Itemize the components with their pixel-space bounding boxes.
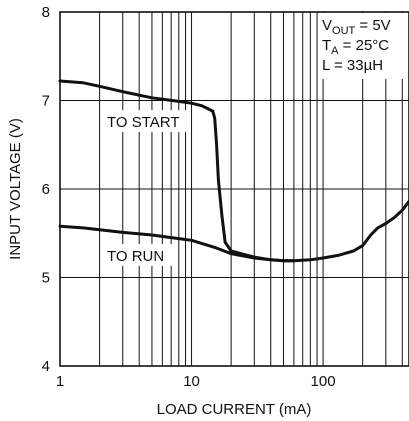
vout-sub: OUT — [332, 25, 356, 37]
y-axis-title: INPUT VOLTAGE (V) — [7, 118, 24, 260]
y-tick-label-5: 5 — [42, 270, 50, 287]
vout-note: VOUT = 5V — [322, 17, 391, 37]
ta-main: T — [322, 37, 331, 54]
tick-layer: 1 10 100 4 5 6 7 8 — [42, 4, 336, 390]
y-tick-label-6: 6 — [42, 181, 50, 198]
x-tick-label-10: 10 — [183, 373, 200, 390]
series-line-to-start — [58, 79, 296, 263]
to-run-label-bg — [104, 244, 172, 266]
y-tick-label-4: 4 — [42, 358, 50, 375]
curve-layer — [58, 79, 409, 263]
x-tick-label-100: 100 — [311, 373, 336, 390]
x-axis-title: LOAD CURRENT (mA) — [157, 401, 312, 418]
conditions-note-bg — [318, 13, 408, 79]
vout-main: V — [322, 17, 332, 34]
to-start-label: TO START — [107, 114, 180, 131]
ta-sub: A — [331, 45, 339, 57]
y-tick-label-8: 8 — [42, 4, 50, 21]
x-tick-label-1: 1 — [56, 373, 64, 390]
inductance-note: L = 33µH — [322, 57, 383, 74]
ta-rest: = 25°C — [339, 37, 390, 54]
y-tick-label-7: 7 — [42, 93, 50, 110]
to-start-label-bg — [104, 110, 186, 132]
series-line-to-run — [58, 199, 409, 263]
vout-rest: = 5V — [355, 17, 390, 34]
plot-frame — [59, 11, 409, 367]
to-run-label: TO RUN — [107, 248, 164, 265]
ta-note: TA = 25°C — [322, 37, 389, 57]
